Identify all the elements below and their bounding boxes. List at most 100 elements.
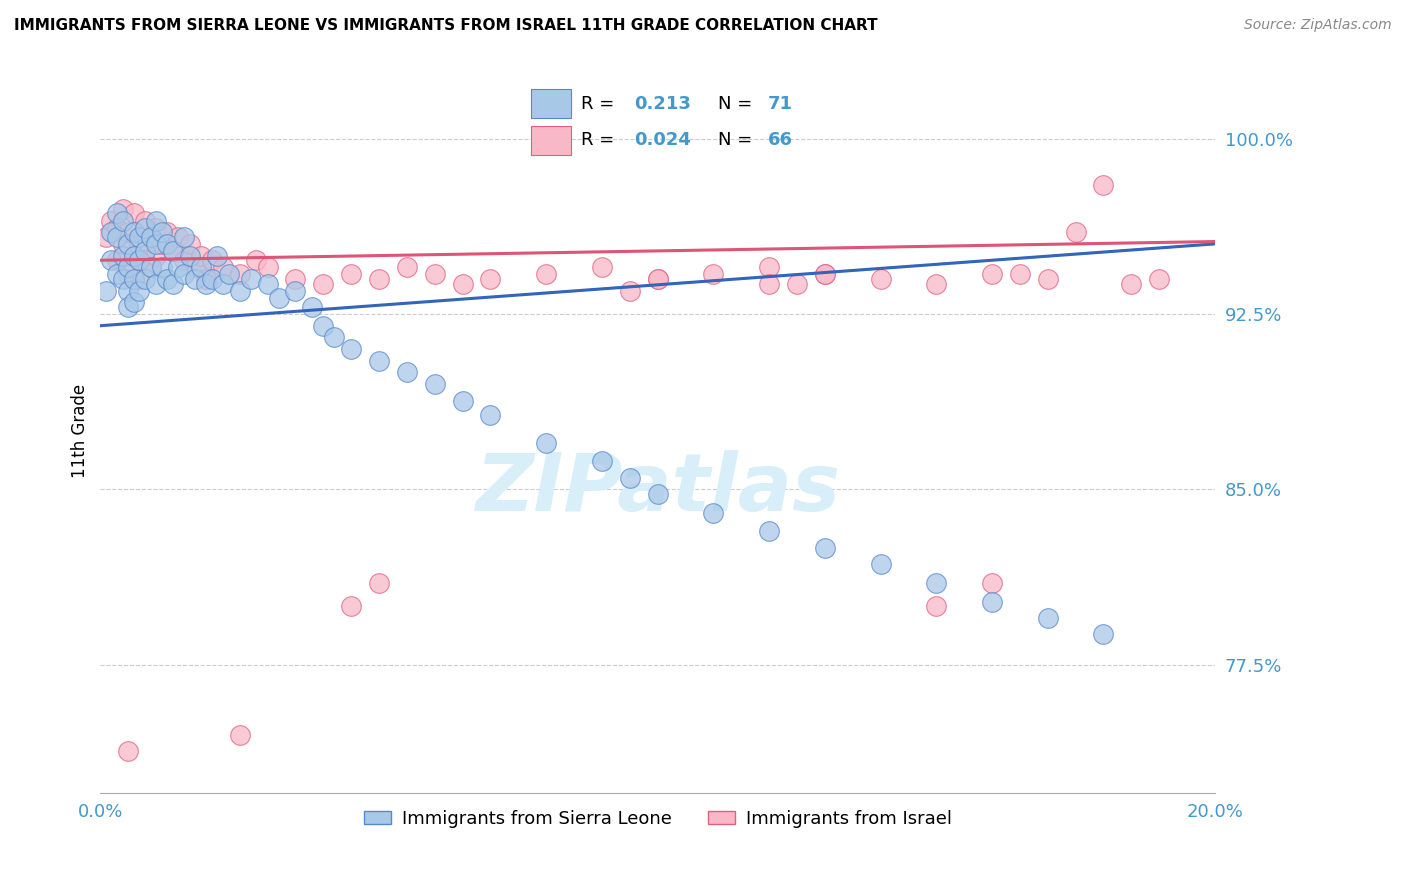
Point (925, 575, 948, 590)
Point (150, 260, 173, 275)
Point (981, 575, 1004, 590)
Point (368, 272, 391, 286)
Point (340, 342, 363, 356)
Point (184, 272, 207, 286)
Point (128, 284, 150, 298)
Point (139, 260, 162, 275)
Point (212, 277, 235, 291)
Point (117, 284, 139, 298)
Point (94, 284, 117, 298)
Point (117, 300, 139, 314)
Point (368, 575, 391, 590)
Point (284, 284, 307, 298)
Point (105, 220, 128, 235)
Point (145, 236, 167, 251)
Point (145, 249, 167, 263)
Point (814, 267, 837, 281)
Point (758, 260, 780, 275)
Point (94, 230, 117, 244)
Point (647, 487, 669, 501)
Y-axis label: 11th Grade: 11th Grade (72, 384, 89, 478)
Point (423, 377, 446, 392)
Point (1092, 627, 1115, 641)
Point (212, 260, 235, 275)
Point (395, 260, 418, 275)
Text: Source: ZipAtlas.com: Source: ZipAtlas.com (1244, 18, 1392, 32)
Point (167, 260, 190, 275)
Point (340, 267, 363, 281)
Point (117, 225, 139, 239)
Point (139, 230, 162, 244)
Point (1064, 225, 1087, 239)
Point (647, 272, 669, 286)
Point (150, 236, 173, 251)
Point (134, 220, 156, 235)
Point (702, 267, 724, 281)
Point (228, 284, 250, 298)
Point (122, 206, 145, 220)
Point (122, 295, 145, 310)
Point (150, 225, 173, 239)
Point (117, 260, 139, 275)
Point (134, 253, 156, 268)
Point (534, 267, 557, 281)
Point (179, 236, 201, 251)
Point (758, 277, 780, 291)
Point (105, 206, 128, 220)
Point (1121, 277, 1143, 291)
Point (619, 471, 641, 485)
Point (122, 225, 145, 239)
Point (207, 249, 229, 263)
Point (228, 728, 250, 742)
Point (267, 291, 290, 305)
Point (145, 277, 167, 291)
Point (1092, 178, 1115, 193)
Point (1008, 267, 1031, 281)
Point (162, 244, 184, 258)
Point (184, 260, 207, 275)
Point (100, 225, 122, 239)
Point (245, 253, 267, 268)
Point (139, 260, 162, 275)
Point (981, 594, 1004, 608)
Point (100, 253, 122, 268)
Point (111, 272, 134, 286)
Point (134, 272, 156, 286)
Point (925, 599, 948, 614)
Point (256, 277, 278, 291)
Point (534, 435, 557, 450)
Point (195, 277, 218, 291)
Point (122, 249, 145, 263)
Point (162, 244, 184, 258)
Point (145, 213, 167, 227)
Point (173, 253, 195, 268)
Point (201, 253, 224, 268)
Point (702, 506, 724, 520)
Point (423, 267, 446, 281)
Point (105, 253, 128, 268)
Point (156, 272, 179, 286)
Point (1036, 611, 1059, 625)
Point (479, 408, 502, 422)
Point (301, 300, 323, 314)
Point (139, 230, 162, 244)
Point (173, 267, 195, 281)
Point (162, 277, 184, 291)
Point (128, 236, 150, 251)
Point (479, 272, 502, 286)
Point (195, 272, 218, 286)
Text: ZIPatlas: ZIPatlas (475, 450, 841, 528)
Point (122, 272, 145, 286)
Point (814, 541, 837, 555)
Point (111, 202, 134, 216)
Point (156, 236, 179, 251)
Point (869, 272, 891, 286)
Point (190, 260, 212, 275)
Point (312, 318, 335, 333)
Point (925, 277, 948, 291)
Point (758, 524, 780, 539)
Point (128, 230, 150, 244)
Point (128, 272, 150, 286)
Point (869, 558, 891, 572)
Point (201, 272, 224, 286)
